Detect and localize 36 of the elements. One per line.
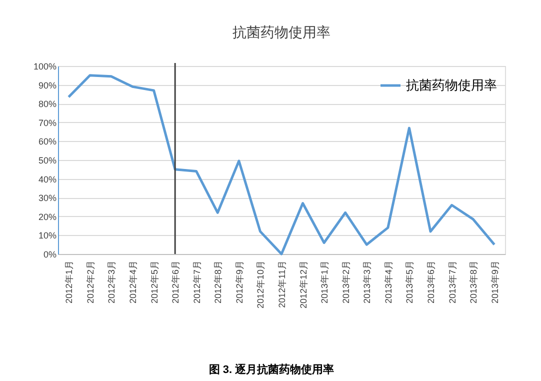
y-tick-label: 40% [38, 174, 56, 184]
x-tick-label: 2013年2月 [340, 260, 351, 304]
caption: 图 3. 逐月抗菌药物使用率 [208, 363, 334, 376]
x-tick-label: 2013年6月 [426, 260, 436, 304]
y-tick-label: 90% [38, 80, 56, 90]
line-series [67, 74, 496, 256]
x-tick-label: 2012年10月 [256, 260, 266, 309]
x-tick-label: 2013年3月 [362, 260, 372, 304]
y-tick-label: 70% [38, 118, 56, 128]
x-tick-label: 2012年12月 [298, 260, 308, 309]
y-tick-label: 0% [43, 250, 56, 260]
x-tick-label: 2012年7月 [192, 260, 202, 304]
x-tick-label: 2013年1月 [320, 260, 330, 304]
y-tick-label: 50% [38, 156, 56, 166]
legend-label: 抗菌药物使用率 [406, 78, 497, 92]
x-tick-label: 2012年11月 [277, 260, 287, 308]
chart-title: 抗菌药物使用率 [232, 24, 330, 40]
x-tick-label: 2013年4月 [383, 260, 394, 304]
x-tick-label: 2012年6月 [170, 260, 181, 304]
y-tick-label: 60% [38, 136, 56, 147]
x-tick-label: 2012年1月 [64, 260, 74, 304]
x-tick-label: 2013年9月 [490, 260, 500, 304]
x-tick-label: 2013年5月 [404, 260, 415, 304]
x-tick-label: 2013年7月 [447, 260, 458, 304]
y-tick-label: 100% [33, 62, 56, 72]
x-tick-label: 2012年2月 [85, 260, 96, 304]
y-tick-label: 30% [38, 193, 56, 204]
x-tick-label: 2012年9月 [234, 260, 244, 304]
y-tick-label: 80% [38, 99, 56, 110]
y-tick-label: 10% [38, 230, 56, 241]
x-tick-label: 2012年8月 [213, 260, 224, 304]
x-tick-label: 2012年4月 [128, 260, 138, 304]
x-tick-label: 2013年8月 [468, 260, 479, 304]
y-tick-label: 20% [38, 212, 56, 222]
x-tick-label: 2012年3月 [106, 260, 117, 304]
x-tick-label: 2012年5月 [149, 260, 160, 304]
